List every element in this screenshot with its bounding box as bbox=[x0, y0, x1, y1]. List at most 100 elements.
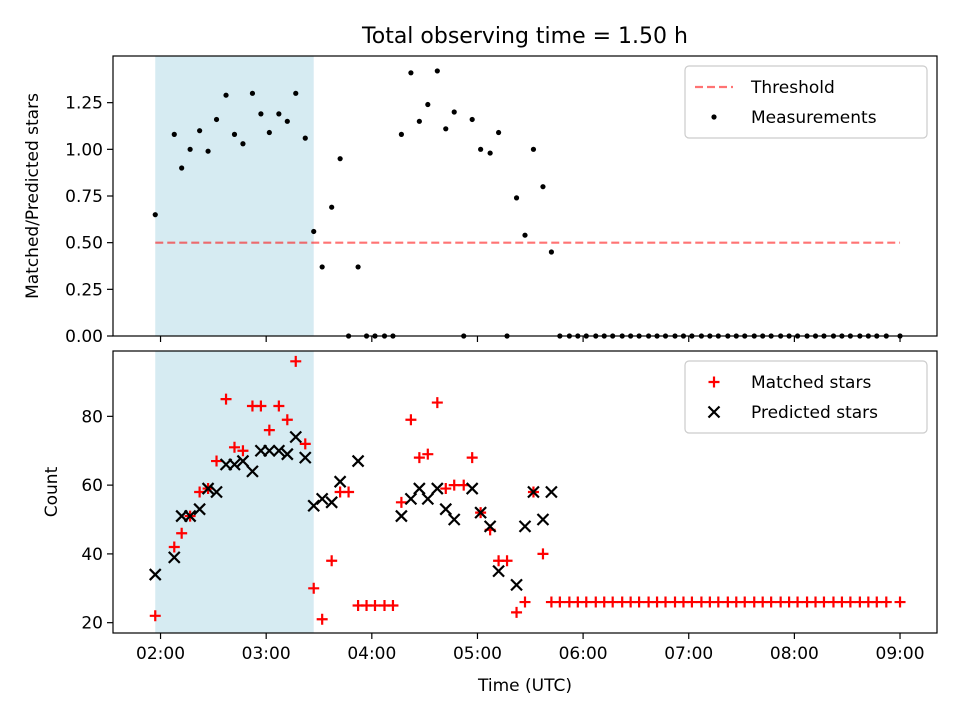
legend-marker-plus bbox=[708, 376, 720, 388]
data-point bbox=[434, 68, 440, 74]
data-point bbox=[298, 451, 312, 464]
data-point bbox=[237, 445, 249, 457]
data-point bbox=[580, 596, 592, 608]
data-point bbox=[284, 118, 290, 124]
data-point bbox=[351, 454, 365, 468]
data-point bbox=[168, 541, 180, 553]
figure-title: Total observing time = 1.50 h bbox=[361, 24, 688, 49]
data-point bbox=[540, 184, 546, 190]
data-point bbox=[289, 430, 303, 444]
y-tick-label: 80 bbox=[81, 407, 103, 427]
legend-label: Measurements bbox=[751, 108, 877, 128]
data-point bbox=[258, 111, 264, 117]
y-axis-label: Matched/Predicted stars bbox=[23, 93, 43, 299]
data-point bbox=[249, 90, 256, 96]
data-point bbox=[333, 475, 347, 488]
data-point bbox=[522, 232, 528, 238]
data-point bbox=[148, 568, 162, 581]
data-point bbox=[483, 520, 497, 533]
data-point bbox=[894, 596, 906, 608]
data-point bbox=[422, 448, 434, 460]
data-point bbox=[536, 513, 550, 526]
data-point bbox=[231, 131, 238, 137]
data-point bbox=[308, 582, 320, 594]
data-point bbox=[554, 596, 566, 608]
data-point bbox=[421, 492, 435, 506]
data-point bbox=[236, 454, 250, 468]
y-tick-label: 0.00 bbox=[65, 327, 103, 347]
legend-label: Predicted stars bbox=[751, 403, 878, 423]
data-point bbox=[510, 578, 523, 592]
data-point bbox=[325, 496, 338, 509]
x-axis-label: Time (UTC) bbox=[477, 676, 572, 696]
data-point bbox=[176, 527, 188, 539]
data-point bbox=[431, 482, 444, 495]
legend-label: Threshold bbox=[750, 78, 835, 98]
data-point bbox=[404, 492, 418, 506]
data-point bbox=[302, 135, 308, 141]
data-point bbox=[171, 131, 177, 137]
y-tick-label: 0.50 bbox=[65, 234, 103, 254]
y-tick-label: 0.25 bbox=[65, 280, 103, 300]
top-panel: 0.00 0.25 0.50 0.75 1.00 1.25 Matched/Predicte… bbox=[23, 55, 938, 347]
data-point bbox=[205, 148, 211, 154]
bottom-panel: 02:00 03:00 04:00 05:00 06:00 07:00 08:00 09:00… bbox=[42, 350, 938, 696]
data-point bbox=[607, 596, 619, 608]
data-point bbox=[425, 101, 431, 108]
data-point bbox=[307, 499, 320, 513]
y-tick-label: 1.25 bbox=[65, 94, 103, 114]
data-point bbox=[311, 228, 317, 235]
y-tick-label: 40 bbox=[81, 545, 103, 565]
x-tick-label: 09:00 bbox=[876, 644, 925, 664]
data-point bbox=[263, 424, 275, 436]
data-point bbox=[413, 452, 425, 464]
data-point bbox=[167, 551, 181, 564]
data-point bbox=[545, 485, 558, 499]
series-matched-stars bbox=[149, 355, 906, 625]
data-point bbox=[880, 596, 892, 608]
data-point bbox=[466, 452, 478, 464]
data-point bbox=[240, 141, 246, 147]
data-point bbox=[739, 596, 751, 608]
legend: Threshold Measurements bbox=[684, 65, 928, 139]
series-predicted-stars bbox=[148, 430, 558, 592]
data-point bbox=[343, 486, 355, 498]
x-tick-label: 06:00 bbox=[559, 644, 608, 664]
data-point bbox=[273, 400, 285, 412]
data-point bbox=[431, 397, 443, 409]
x-tick-label: 04:00 bbox=[347, 644, 396, 664]
y-tick-label: 60 bbox=[81, 476, 103, 496]
legend-box bbox=[684, 360, 928, 434]
data-point bbox=[465, 482, 479, 495]
data-point bbox=[844, 596, 856, 608]
data-point bbox=[511, 606, 523, 618]
axes-frame bbox=[112, 350, 938, 634]
data-point bbox=[316, 613, 328, 625]
legend-label: Matched stars bbox=[751, 373, 871, 393]
data-point bbox=[443, 126, 449, 132]
data-point bbox=[193, 502, 206, 516]
data-point bbox=[440, 483, 452, 495]
x-tick-label: 03:00 bbox=[242, 644, 291, 664]
data-point bbox=[149, 610, 161, 622]
data-point bbox=[228, 441, 240, 453]
data-point bbox=[197, 128, 203, 134]
data-point bbox=[469, 116, 475, 123]
data-point bbox=[290, 355, 302, 367]
data-point bbox=[263, 444, 276, 458]
data-point bbox=[355, 264, 361, 270]
data-point bbox=[492, 564, 505, 578]
data-point bbox=[187, 146, 193, 152]
data-point bbox=[519, 596, 531, 608]
data-point bbox=[548, 249, 555, 255]
data-point bbox=[478, 146, 484, 152]
data-point bbox=[281, 447, 294, 461]
data-point bbox=[246, 465, 259, 478]
data-point bbox=[513, 195, 520, 201]
data-point bbox=[223, 92, 229, 98]
data-point bbox=[213, 116, 220, 123]
data-point bbox=[266, 129, 272, 136]
legend-marker-x bbox=[707, 405, 721, 419]
data-point bbox=[633, 596, 645, 608]
